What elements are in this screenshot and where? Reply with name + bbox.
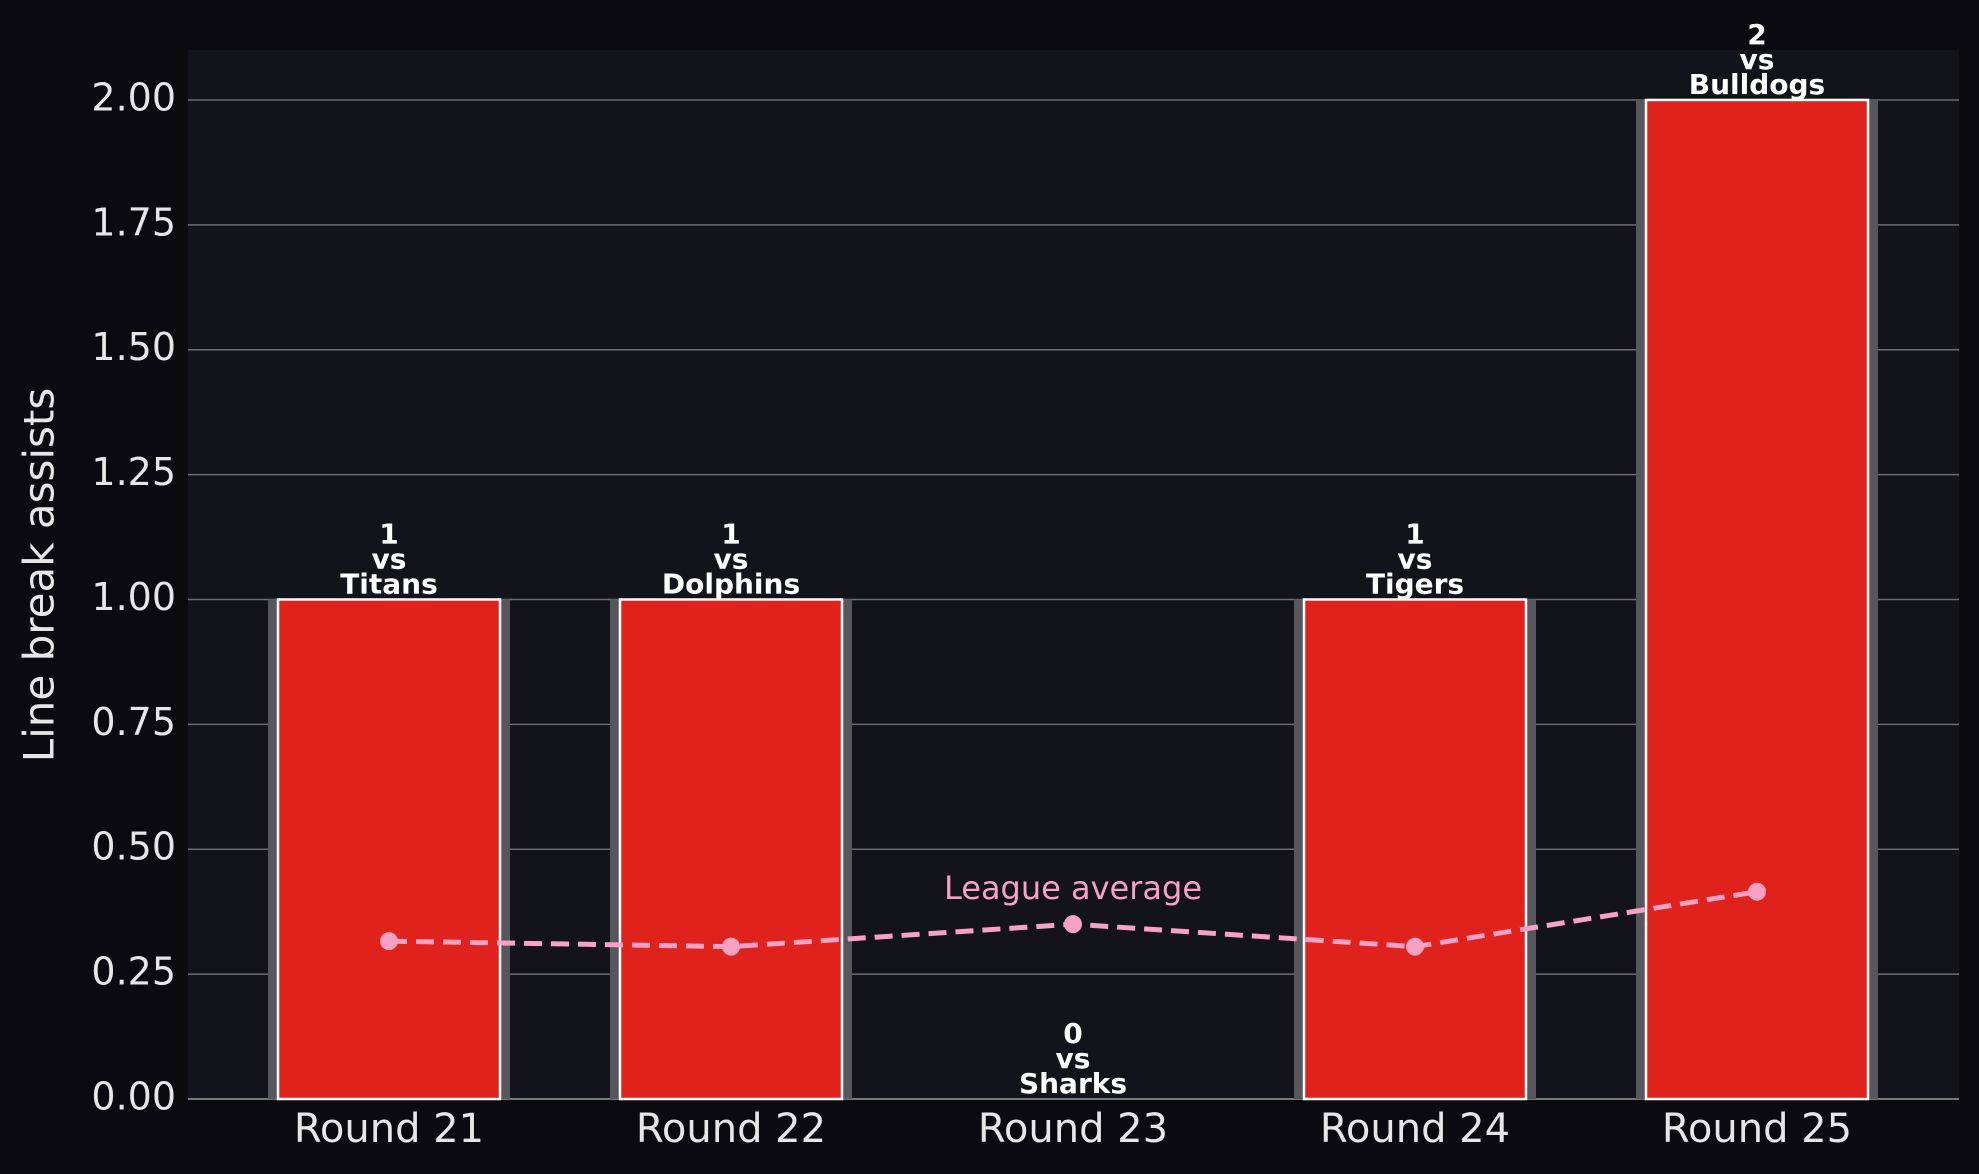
bar [1302, 598, 1528, 1101]
y-tick-label: 1.00 [91, 575, 176, 619]
y-tick-label: 0.75 [91, 700, 176, 744]
data-label-vs: vs [1056, 1042, 1091, 1075]
data-label: 2 [1747, 18, 1766, 51]
data-label-opponent: Bulldogs [1689, 68, 1825, 101]
league-average-point [1748, 882, 1766, 901]
bar [618, 598, 844, 1101]
x-tick-label: Round 24 [1320, 1106, 1510, 1152]
data-label-opponent: Dolphins [662, 567, 800, 600]
bar [1644, 98, 1870, 1101]
data-label-vs: vs [1740, 43, 1775, 76]
league-average-point [380, 932, 398, 951]
y-tick-label: 1.25 [91, 450, 176, 494]
league-average-point [1064, 915, 1082, 934]
x-tick-label: Round 25 [1662, 1106, 1852, 1152]
data-label: 1 [379, 517, 398, 550]
x-tick-label: Round 22 [636, 1106, 826, 1152]
data-label-vs: vs [714, 542, 749, 575]
y-tick-label: 0.25 [91, 950, 176, 994]
bar [276, 598, 502, 1101]
y-tick-label: 0.50 [91, 825, 176, 869]
data-label-opponent: Titans [340, 567, 438, 600]
data-label: 0 [1063, 1017, 1082, 1050]
y-tick-label: 0.00 [91, 1075, 176, 1119]
y-tick-label: 1.75 [91, 200, 176, 244]
x-tick-label: Round 21 [294, 1106, 484, 1152]
league-average-label: League average [944, 869, 1202, 907]
data-label: 1 [1405, 517, 1424, 550]
y-axis-label: Line break assists [15, 388, 64, 763]
y-tick-label: 2.00 [91, 75, 176, 119]
league-average-point [1406, 937, 1424, 956]
data-label-opponent: Sharks [1019, 1067, 1127, 1100]
data-label-opponent: Tigers [1366, 567, 1464, 600]
league-average-point [722, 937, 740, 956]
y-tick-label: 1.50 [91, 325, 176, 369]
x-tick-label: Round 23 [978, 1106, 1168, 1152]
data-label-vs: vs [1398, 542, 1433, 575]
data-label-vs: vs [372, 542, 407, 575]
data-label: 1 [721, 517, 740, 550]
